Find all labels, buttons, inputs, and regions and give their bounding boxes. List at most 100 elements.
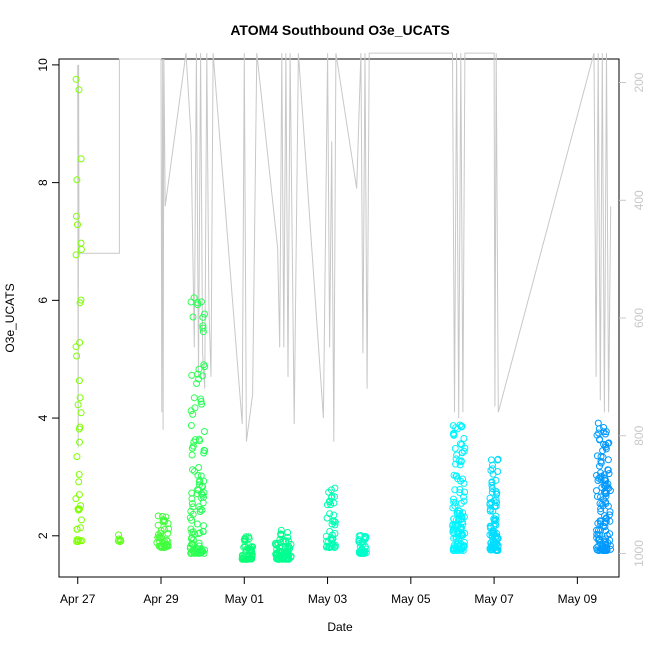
data-point bbox=[188, 444, 196, 452]
data-point bbox=[599, 522, 607, 530]
data-point bbox=[492, 502, 500, 510]
data-point bbox=[195, 375, 203, 383]
data-point bbox=[593, 546, 601, 554]
data-point bbox=[493, 489, 501, 497]
data-point bbox=[75, 491, 83, 499]
data-point bbox=[486, 499, 494, 507]
data-point bbox=[188, 548, 196, 556]
y2-tick-label: 1000 bbox=[632, 540, 646, 567]
data-point bbox=[455, 510, 463, 517]
data-point bbox=[494, 456, 502, 464]
data-point bbox=[73, 525, 81, 533]
data-point bbox=[188, 540, 196, 548]
data-point bbox=[164, 538, 172, 546]
data-point bbox=[597, 508, 605, 515]
data-point bbox=[154, 534, 162, 542]
data-point bbox=[460, 479, 468, 487]
data-point bbox=[72, 75, 80, 83]
data-point bbox=[200, 477, 208, 485]
data-point bbox=[78, 516, 85, 524]
data-point bbox=[76, 438, 83, 446]
data-point bbox=[602, 489, 610, 497]
data-point bbox=[245, 555, 253, 563]
data-point bbox=[594, 419, 602, 427]
data-point bbox=[200, 522, 208, 530]
data-point bbox=[164, 529, 172, 537]
data-point bbox=[160, 516, 168, 524]
data-point bbox=[73, 352, 81, 360]
data-point bbox=[188, 500, 196, 508]
data-point bbox=[272, 539, 279, 547]
data-point bbox=[195, 503, 203, 511]
data-point bbox=[190, 294, 198, 302]
data-point bbox=[362, 545, 370, 553]
data-point bbox=[357, 532, 365, 540]
data-point bbox=[72, 251, 80, 259]
data-point bbox=[280, 537, 287, 545]
data-point bbox=[188, 489, 196, 497]
data-point bbox=[449, 504, 457, 512]
data-point bbox=[597, 476, 605, 484]
data-point bbox=[454, 475, 462, 483]
data-point bbox=[488, 488, 496, 496]
data-point bbox=[597, 457, 605, 465]
data-point bbox=[449, 430, 457, 438]
y-axis: 2 4 6 8 10 bbox=[36, 58, 59, 539]
data-point bbox=[154, 512, 162, 520]
data-point bbox=[277, 530, 285, 538]
data-point bbox=[604, 480, 612, 488]
data-point bbox=[195, 365, 203, 373]
data-point bbox=[160, 544, 168, 551]
data-point bbox=[358, 549, 366, 557]
data-point bbox=[594, 477, 602, 484]
data-point bbox=[486, 531, 494, 539]
data-point bbox=[328, 492, 336, 500]
data-point bbox=[196, 549, 203, 557]
data-point bbox=[188, 516, 196, 524]
data-point bbox=[600, 471, 608, 479]
data-point bbox=[331, 521, 339, 529]
data-point bbox=[279, 552, 287, 560]
data-point bbox=[75, 506, 82, 514]
data-point bbox=[460, 493, 467, 501]
data-point bbox=[460, 447, 468, 455]
data-point bbox=[197, 398, 205, 405]
data-point bbox=[456, 440, 464, 448]
data-point bbox=[76, 339, 84, 346]
pressure-profile-line bbox=[77, 52, 612, 448]
data-point bbox=[160, 526, 168, 533]
x-tick-label: May 05 bbox=[391, 592, 431, 606]
data-point bbox=[77, 296, 85, 304]
data-point bbox=[328, 531, 336, 539]
x-tick-label: May 01 bbox=[225, 592, 265, 606]
data-point bbox=[595, 429, 603, 437]
data-point bbox=[239, 552, 246, 560]
data-point bbox=[491, 520, 499, 528]
y2-tick-label: 400 bbox=[632, 190, 646, 210]
data-point bbox=[460, 435, 468, 442]
data-point bbox=[75, 478, 83, 486]
y-tick-label: 2 bbox=[36, 532, 50, 539]
data-point bbox=[199, 324, 207, 332]
data-point bbox=[451, 486, 459, 494]
data-point bbox=[196, 437, 204, 445]
data-point bbox=[601, 519, 609, 527]
data-point bbox=[492, 535, 500, 543]
y-tick-label: 4 bbox=[36, 414, 50, 421]
data-point bbox=[75, 377, 83, 385]
data-point bbox=[361, 533, 369, 540]
y-axis-label: O3e_UCATS bbox=[3, 283, 17, 352]
data-point bbox=[604, 539, 612, 547]
x-axis: Apr 27 Apr 29 May 01 May 03 May 05 May 07 May … bbox=[60, 576, 597, 606]
data-point bbox=[456, 461, 464, 469]
data-point bbox=[489, 541, 497, 549]
data-point bbox=[72, 343, 80, 351]
data-point bbox=[457, 511, 464, 519]
data-point bbox=[607, 545, 614, 553]
data-point bbox=[449, 522, 456, 530]
data-point bbox=[196, 529, 204, 537]
data-point bbox=[195, 464, 203, 471]
data-point bbox=[593, 487, 600, 495]
data-point bbox=[461, 488, 468, 496]
